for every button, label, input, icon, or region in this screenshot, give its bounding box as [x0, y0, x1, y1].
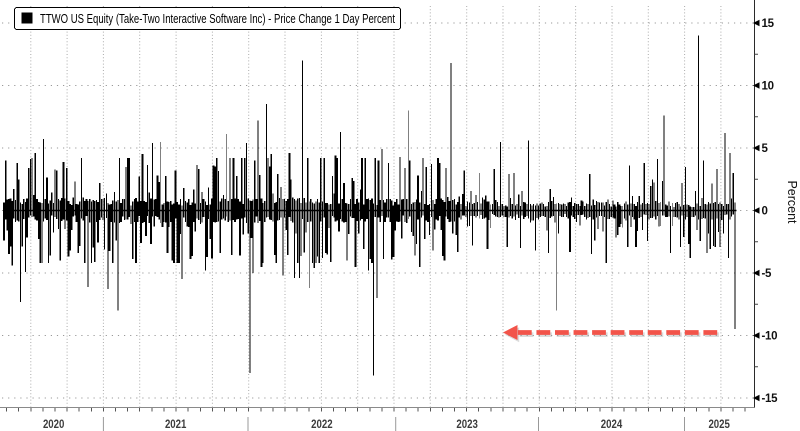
svg-text:-15: -15 [762, 393, 779, 405]
svg-text:15: 15 [762, 18, 775, 30]
svg-text:-10: -10 [762, 331, 778, 343]
svg-text:2023: 2023 [456, 419, 478, 431]
svg-text:10: 10 [762, 81, 774, 93]
svg-text:-5: -5 [762, 268, 773, 280]
svg-text:Percent: Percent [785, 180, 799, 224]
svg-text:5: 5 [762, 143, 769, 155]
svg-text:2021: 2021 [165, 419, 187, 431]
svg-text:2025: 2025 [708, 419, 730, 431]
svg-text:2020: 2020 [43, 419, 65, 431]
svg-text:2022: 2022 [311, 419, 333, 431]
svg-text:2024: 2024 [601, 419, 623, 431]
svg-text:0: 0 [762, 206, 768, 218]
svg-text:TTWO US Equity (Take-Two Inter: TTWO US Equity (Take-Two Interactive Sof… [40, 11, 395, 26]
